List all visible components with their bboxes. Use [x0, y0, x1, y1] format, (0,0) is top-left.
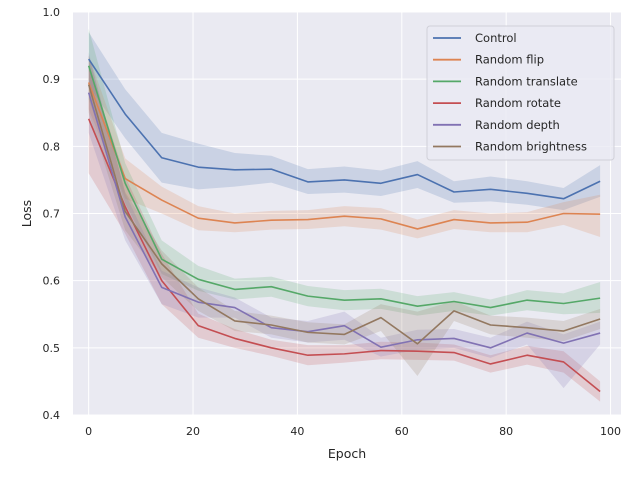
- y-tick-label: 0.7: [43, 208, 61, 221]
- y-tick-label: 0.8: [43, 140, 61, 153]
- x-tick-label: 0: [85, 425, 92, 438]
- legend-label-5: Random brightness: [475, 140, 587, 154]
- y-tick-label: 0.5: [43, 342, 61, 355]
- y-tick-label: 0.9: [43, 73, 61, 86]
- series-line-2: [87, 65, 601, 309]
- series-line-3: [87, 118, 601, 393]
- x-tick-label: 100: [600, 425, 621, 438]
- legend: Control Random flip Random translate Random…: [426, 25, 615, 161]
- x-axis-label: Epoch: [328, 446, 366, 461]
- series-lines: [87, 58, 601, 393]
- legend-label-0: Control: [475, 31, 517, 45]
- x-tick-labels: 0 20 40 60 80 100: [85, 425, 621, 438]
- series-line-4: [87, 92, 601, 349]
- x-tick-label: 60: [395, 425, 409, 438]
- y-tick-label: 0.6: [43, 275, 61, 288]
- confidence-band-0: [88, 32, 601, 211]
- legend-label-2: Random translate: [475, 74, 578, 88]
- x-tick-label: 40: [290, 425, 304, 438]
- confidence-band-1: [88, 55, 601, 239]
- x-tick-label: 80: [499, 425, 513, 438]
- confidence-band-3: [88, 65, 601, 402]
- y-tick-labels: 0.4 0.5 0.6 0.7 0.8 0.9 1.0: [43, 6, 61, 422]
- legend-label-4: Random depth: [475, 118, 560, 132]
- y-axis-label: Loss: [19, 200, 34, 227]
- legend-label-1: Random flip: [475, 53, 544, 67]
- x-tick-label: 20: [186, 425, 200, 438]
- y-tick-label: 1.0: [43, 6, 61, 19]
- legend-box: [426, 25, 615, 161]
- legend-label-3: Random rotate: [475, 96, 561, 110]
- series-line-5: [87, 84, 601, 345]
- series-line-0: [87, 58, 601, 200]
- y-tick-label: 0.4: [43, 409, 61, 422]
- series-line-1: [87, 82, 601, 230]
